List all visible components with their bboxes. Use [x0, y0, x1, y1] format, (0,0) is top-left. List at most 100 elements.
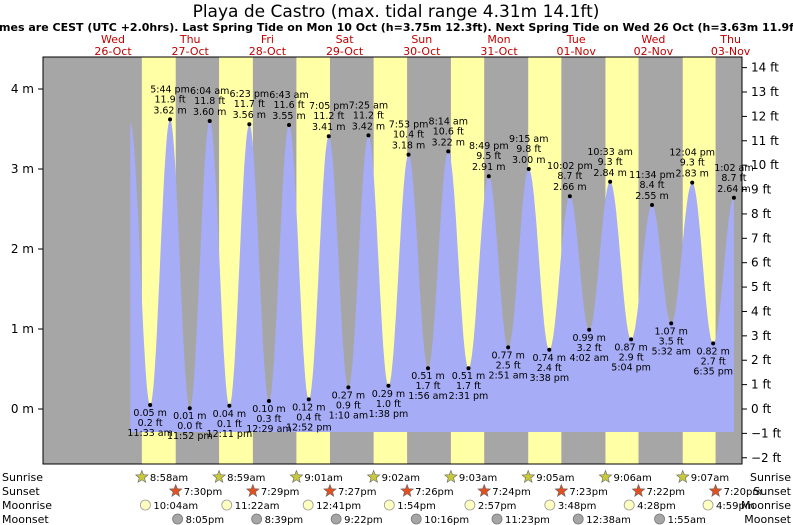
sunrise-time: 9:05am [536, 473, 574, 484]
tide-height-ft: 11.8 ft [194, 96, 225, 107]
tide-height-ft: 0.2 ft [138, 418, 163, 429]
ytick-label-ft: 13 ft [751, 85, 779, 99]
ytick-label-ft: 6 ft [751, 256, 771, 270]
sunrise-icon [366, 469, 381, 483]
tide-height-m: 3.41 m [312, 122, 345, 133]
ytick-label-ft: 3 ft [751, 329, 771, 343]
tide-time: 12:11 pm [207, 429, 253, 440]
tide-time: 11:33 am [127, 428, 172, 439]
tide-point [711, 341, 716, 346]
ytick-label-ft: 8 ft [751, 207, 771, 221]
ytick-label-ft: 11 ft [751, 134, 779, 148]
sunrise-time: 9:02am [382, 473, 420, 484]
tide-time: 5:32 am [651, 346, 690, 357]
sunset-time: 7:20pm [724, 487, 763, 498]
tide-point [326, 134, 331, 139]
moonrise-icon [302, 499, 314, 511]
tide-height-ft: 0.0 ft [177, 421, 202, 432]
tide-height-m: 3.56 m [233, 110, 266, 121]
ytick-label: 3 m [11, 162, 34, 176]
moonrise-icon [623, 499, 635, 511]
tide-height-ft: 0.3 ft [256, 414, 281, 425]
tide-point [486, 174, 491, 179]
moonset-icon [654, 513, 665, 525]
tide-height-m: 2.83 m [676, 169, 709, 180]
ytick-label-ft: 9 ft [751, 183, 771, 197]
tide-time: 3:38 pm [529, 373, 569, 384]
tide-height-m: 0.29 m [372, 389, 405, 400]
ytick-label: 1 m [11, 322, 34, 336]
tide-height-m: 3.62 m [153, 105, 186, 116]
tide-height-ft: 3.2 ft [577, 343, 602, 354]
tide-point [287, 123, 292, 127]
tide-point [266, 399, 271, 403]
tide-height-m: 3.00 m [512, 155, 545, 166]
sunset-icon [323, 483, 337, 497]
tide-height-ft: 0.1 ft [217, 419, 242, 430]
sunset-icon [554, 483, 569, 497]
moonset-icon [172, 513, 183, 525]
tide-point [187, 406, 192, 411]
tide-time: 6:23 pm [230, 89, 270, 100]
tide-point [426, 366, 431, 371]
tide-curve [130, 119, 734, 433]
row-label-right: Moonrise [741, 499, 791, 512]
sunrise-time: 8:58am [150, 473, 188, 484]
ytick-label-ft: 4 ft [751, 304, 771, 318]
tide-height-m: 0.87 m [614, 342, 647, 353]
tide-height-m: 0.27 m [332, 390, 365, 401]
ytick-label-ft: −1 ft [751, 426, 782, 440]
tide-point [168, 117, 173, 122]
plot-frame [42, 56, 743, 465]
moonrise-icon [544, 499, 556, 511]
chart-subtitle: Times are CEST (UTC +2.0hrs). Last Sprin… [0, 21, 793, 34]
tide-height-m: 0.99 m [572, 333, 605, 344]
moonset-icon [330, 513, 342, 525]
tide-time: 2:31 pm [449, 391, 489, 402]
day-date: 30-Oct [403, 45, 441, 58]
tide-point [386, 383, 391, 388]
tide-time: 7:05 pm [309, 101, 349, 112]
ytick-label-ft: 0 ft [751, 402, 771, 416]
tide-height-ft: 2.9 ft [619, 352, 644, 363]
sunrise-time: 9:06am [613, 473, 651, 484]
day-date: 01-Nov [556, 45, 596, 58]
tide-time: 7:53 pm [389, 120, 429, 131]
sunset-time: 7:23pm [569, 487, 608, 498]
sunrise-time: 8:59am [227, 473, 265, 484]
sunset-time: 7:30pm [184, 487, 223, 498]
moonrise-time: 2:57pm [478, 501, 517, 512]
tide-height-m: 2.64 m [717, 184, 750, 195]
tide-height-ft: 1.7 ft [456, 381, 481, 392]
tide-height-m: 3.60 m [193, 107, 226, 118]
tide-time: 6:43 am [269, 90, 308, 101]
tide-time: 6:04 am [190, 86, 229, 97]
sunrise-icon [521, 469, 536, 483]
sunrise-icon [289, 469, 304, 483]
sunrise-icon [212, 469, 227, 483]
ytick-label: 2 m [11, 242, 34, 256]
tide-height-m: 0.74 m [533, 353, 566, 364]
ytick-label-ft: 5 ft [751, 280, 771, 294]
sunset-icon [708, 483, 723, 497]
tide-point [466, 366, 471, 371]
tide-time: 9:15 am [509, 134, 548, 145]
row-label-left: Sunset [2, 485, 40, 498]
tide-height-m: 2.84 m [593, 168, 626, 179]
ytick-label-ft: 2 ft [751, 353, 771, 367]
tide-time: 8:49 pm [469, 141, 509, 152]
day-headers: Wed26-OctThu27-OctFri28-OctSat29-OctSun3… [94, 33, 750, 58]
moonset-time: 8:05pm [186, 515, 225, 525]
day-weekday: Wed [641, 33, 665, 46]
tide-time: 1:56 am [408, 391, 447, 402]
tide-time: 11:52 pm [167, 431, 213, 442]
tide-time: 7:25 am [349, 100, 388, 111]
day-weekday: Fri [261, 33, 274, 46]
tide-time: 2:51 am [488, 370, 527, 381]
sunset-time: 7:26pm [415, 487, 454, 498]
sunrise-time: 9:01am [304, 473, 342, 484]
sunset-time: 7:22pm [647, 487, 686, 498]
tide-point [690, 180, 695, 185]
